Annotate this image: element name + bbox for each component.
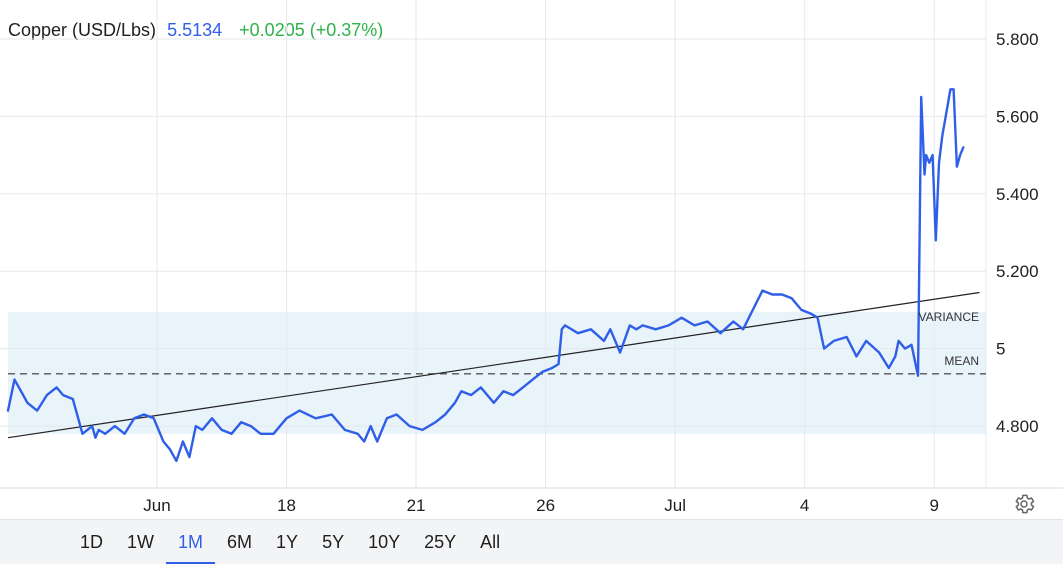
chart-header: Copper (USD/Lbs) 5.5134 +0.0205 (+0.37%) — [8, 18, 383, 42]
range-tabs: 1D 1W 1M 6M 1Y 5Y 10Y 25Y All — [68, 520, 512, 564]
y-tick-label: 5.600 — [996, 107, 1039, 126]
price-change: +0.0205 (+0.37%) — [239, 20, 384, 40]
x-tick-label: Jul — [664, 496, 686, 515]
x-tick-label: 4 — [800, 496, 809, 515]
range-tab-all[interactable]: All — [480, 532, 501, 552]
x-tick-label: Jun — [143, 496, 170, 515]
range-tab-1m[interactable]: 1M — [166, 520, 216, 564]
price-series-line — [6, 88, 965, 463]
gear-icon[interactable] — [1012, 492, 1036, 516]
x-tick-label: 18 — [277, 496, 296, 515]
current-price: 5.5134 — [167, 20, 223, 40]
y-tick-label: 5.400 — [996, 185, 1039, 204]
y-tick-label: 5.200 — [996, 262, 1039, 281]
mean-label: MEAN — [944, 354, 979, 368]
y-tick-label: 4.800 — [996, 417, 1039, 436]
y-tick-label: 5.800 — [996, 30, 1039, 49]
range-bar: 1D 1W 1M 6M 1Y 5Y 10Y 25Y All — [0, 519, 1063, 564]
y-tick-label: 5 — [996, 340, 1005, 359]
x-tick-label: 9 — [929, 496, 938, 515]
variance-label: VARIANCE — [919, 310, 979, 324]
range-tab-25y[interactable]: 25Y — [424, 532, 457, 552]
range-tab-6m[interactable]: 6M — [227, 532, 253, 552]
range-tab-1w[interactable]: 1W — [127, 532, 155, 552]
instrument-name: Copper (USD/Lbs) — [8, 20, 157, 40]
range-tab-5y[interactable]: 5Y — [322, 532, 345, 552]
x-tick-label: 26 — [536, 496, 555, 515]
price-chart[interactable]: VARIANCE MEAN 4.800 5 5.200 5.400 5.600 5.800 Ju… — [0, 0, 1063, 519]
range-tab-10y[interactable]: 10Y — [368, 532, 401, 552]
x-tick-label: 21 — [407, 496, 426, 515]
range-tab-1d[interactable]: 1D — [80, 532, 104, 552]
range-tab-1y[interactable]: 1Y — [276, 532, 299, 552]
